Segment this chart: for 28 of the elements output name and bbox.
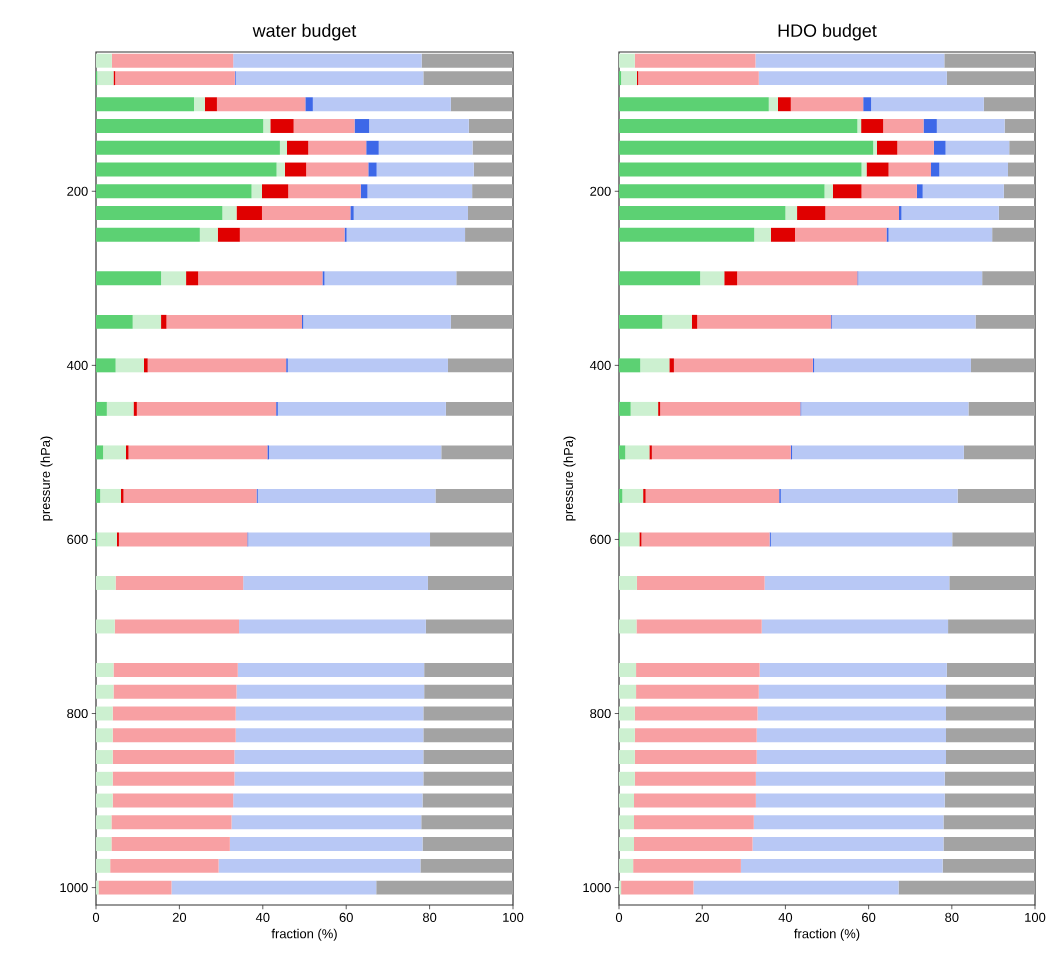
chart-title: HDO budget — [778, 23, 877, 41]
x-axis-title: fraction (%) — [794, 928, 860, 941]
y-tick-label: 1000 — [583, 883, 611, 893]
x-axis-title: fraction (%) — [271, 928, 337, 941]
x-tick-label: 60 — [862, 912, 876, 922]
y-axis-title: pressure (hPa) — [563, 436, 576, 521]
x-tick-label: 40 — [255, 912, 270, 922]
y-tick-label: 200 — [67, 186, 88, 196]
x-tick-label: 40 — [778, 912, 793, 922]
chart-title: water budget — [252, 23, 357, 41]
y-tick-label: 400 — [589, 360, 611, 370]
y-tick-label: 600 — [590, 534, 611, 545]
x-tick-label: 100 — [503, 912, 524, 922]
y-tick-label: 200 — [590, 186, 611, 196]
x-tick-label: 80 — [945, 912, 959, 922]
y-tick-label: 1000 — [60, 883, 88, 893]
x-tick-label: 100 — [1025, 912, 1046, 922]
y-tick-label: 600 — [67, 534, 88, 545]
y-axis-title: pressure (hPa) — [40, 436, 53, 521]
y-tick-label: 800 — [67, 708, 88, 719]
y-tick-label: 400 — [66, 360, 88, 370]
x-tick-label: 20 — [172, 912, 187, 922]
x-tick-label: 0 — [615, 912, 623, 922]
x-tick-label: 60 — [339, 912, 353, 922]
x-tick-label: 80 — [422, 912, 437, 922]
x-tick-label: 0 — [92, 912, 100, 922]
y-tick-label: 800 — [590, 708, 611, 719]
x-tick-label: 20 — [695, 912, 709, 922]
